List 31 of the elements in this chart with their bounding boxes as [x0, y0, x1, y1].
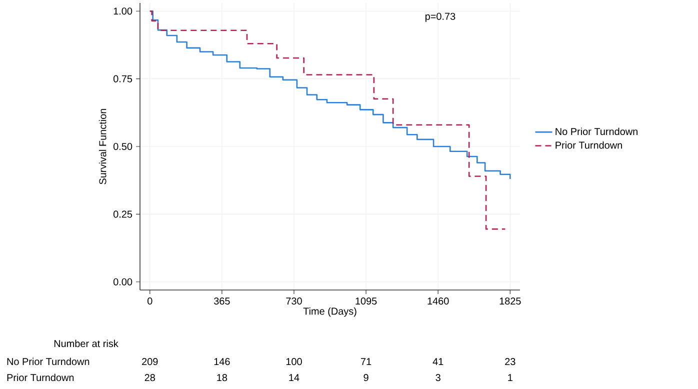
x-axis-title: Time (Days)	[303, 307, 356, 317]
y-axis-title: Survival Function	[98, 108, 106, 184]
text: 23	[505, 358, 516, 366]
y-tick-label: 0.75	[113, 75, 132, 82]
text: Prior Turndown	[7, 374, 74, 382]
text: Number at risk	[54, 340, 118, 348]
y-tick-label: 0.50	[113, 142, 132, 150]
x-tick-label: 1095	[356, 298, 377, 305]
x-tick-label: 730	[286, 298, 302, 305]
text: 71	[361, 358, 372, 365]
text: 28	[144, 374, 155, 382]
text: 3	[436, 374, 440, 382]
text: 100	[286, 358, 302, 366]
text: 209	[142, 358, 158, 366]
y-tick-label: 0.00	[113, 278, 132, 286]
text: 18	[217, 374, 228, 382]
text: 146	[214, 358, 230, 366]
text: No Prior Turndown	[7, 358, 90, 366]
x-tick-label: 1825	[500, 298, 521, 305]
y-tick-label: 1.00	[114, 8, 132, 15]
x-tick-label: 365	[214, 298, 230, 305]
y-tick-label: 0.25	[113, 210, 132, 218]
legend-label: Prior Turndown	[556, 141, 622, 149]
text: 14	[289, 374, 300, 381]
legend-label: No Prior Turndown	[556, 128, 638, 136]
text: 41	[432, 358, 444, 365]
text: 1	[508, 374, 512, 381]
text: 9	[364, 374, 368, 382]
annotation: p=0.73	[425, 12, 456, 22]
x-tick-label: 0	[147, 298, 152, 305]
x-tick-label: 1460	[428, 298, 449, 305]
